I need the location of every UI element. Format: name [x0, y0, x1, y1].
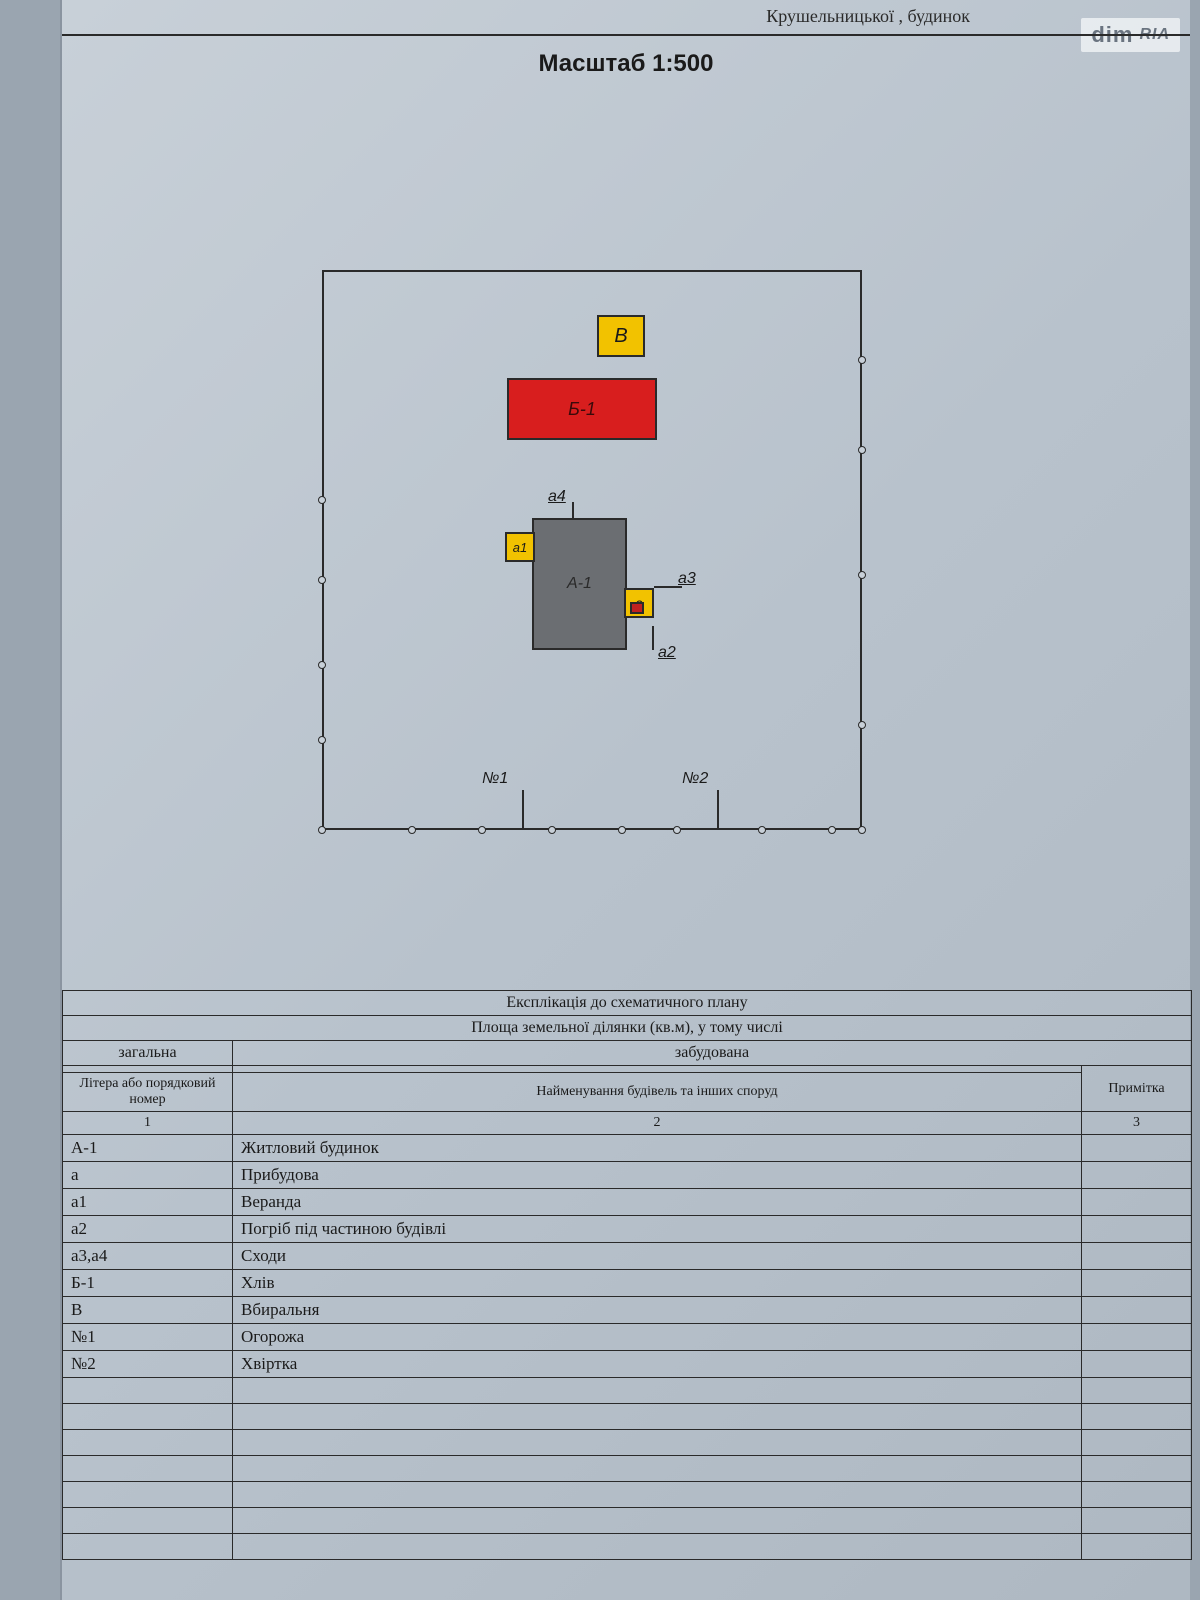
- table-row: А-1Житловий будинок: [63, 1135, 1192, 1162]
- legend-table: Експлікація до схематичного плану Площа …: [62, 990, 1192, 1560]
- table-row-empty: [63, 1430, 1192, 1456]
- cell-note: [1082, 1270, 1192, 1297]
- boundary-node: [858, 356, 866, 364]
- gate-label: №2: [682, 770, 708, 788]
- cell-name: Погріб під частиною будівлі: [233, 1216, 1082, 1243]
- cell-letter: Б-1: [63, 1270, 233, 1297]
- building-B: В: [597, 315, 645, 357]
- cell-letter: а: [63, 1162, 233, 1189]
- boundary-node: [548, 826, 556, 834]
- cell-name: Огорожа: [233, 1324, 1082, 1351]
- cell-name: Прибудова: [233, 1162, 1082, 1189]
- boundary-node: [478, 826, 486, 834]
- building-A1: А-1: [532, 518, 627, 650]
- cell-note: [1082, 1351, 1192, 1378]
- annot-label: а2: [658, 644, 676, 662]
- site-plan-diagram: ВБ-1А-1а1а а4а3а2№1№2: [322, 270, 862, 830]
- boundary-node: [318, 826, 326, 834]
- table-row-empty: [63, 1508, 1192, 1534]
- area-header: Площа земельної ділянки (кв.м), у тому ч…: [63, 1016, 1192, 1041]
- scale-title: Масштаб 1:500: [62, 50, 1190, 78]
- table-row: Б-1Хлів: [63, 1270, 1192, 1297]
- leader-line: [572, 502, 574, 520]
- cell-note: [1082, 1135, 1192, 1162]
- leader-line: [652, 626, 654, 650]
- building-a_inner: [630, 602, 644, 614]
- boundary-node: [318, 661, 326, 669]
- colnum-3: 3: [1082, 1112, 1192, 1135]
- table-row: а3,а4Сходи: [63, 1243, 1192, 1270]
- table-row: ВВбиральня: [63, 1297, 1192, 1324]
- boundary-node: [858, 446, 866, 454]
- header-strip: Крушельницької , будинок: [62, 0, 1190, 36]
- area-total-value: [63, 1066, 233, 1073]
- boundary-node: [828, 826, 836, 834]
- legend-table-wrap: Експлікація до схематичного плану Площа …: [62, 990, 1192, 1560]
- cell-note: [1082, 1243, 1192, 1270]
- colnum-2: 2: [233, 1112, 1082, 1135]
- boundary-node: [408, 826, 416, 834]
- colnum-1: 1: [63, 1112, 233, 1135]
- cell-name: Хлів: [233, 1270, 1082, 1297]
- table-row-empty: [63, 1404, 1192, 1430]
- boundary-node: [858, 721, 866, 729]
- cell-name: Вбиральня: [233, 1297, 1082, 1324]
- boundary-node: [318, 736, 326, 744]
- gate-label: №1: [482, 770, 508, 788]
- table-row-empty: [63, 1456, 1192, 1482]
- cell-name: Сходи: [233, 1243, 1082, 1270]
- cell-note: [1082, 1162, 1192, 1189]
- cell-name: Житловий будинок: [233, 1135, 1082, 1162]
- cell-letter: а1: [63, 1189, 233, 1216]
- table-title: Експлікація до схематичного плану: [63, 991, 1192, 1016]
- table-row-empty: [63, 1534, 1192, 1560]
- col-name-header: Найменування будівель та інших споруд: [233, 1073, 1082, 1112]
- boundary-node: [858, 826, 866, 834]
- boundary-node: [673, 826, 681, 834]
- area-built-value: [233, 1066, 1082, 1073]
- cell-note: [1082, 1324, 1192, 1351]
- document-page: dim RIA Крушельницької , будинок Масштаб…: [60, 0, 1190, 1600]
- table-row-empty: [63, 1378, 1192, 1404]
- annot-label: а4: [548, 488, 566, 506]
- header-partial-text: Крушельницької , будинок: [766, 6, 970, 27]
- table-row-empty: [63, 1482, 1192, 1508]
- col-letter-header: Літера або порядковий номер: [63, 1073, 233, 1112]
- cell-letter: В: [63, 1297, 233, 1324]
- table-row: а1Веранда: [63, 1189, 1192, 1216]
- cell-note: [1082, 1297, 1192, 1324]
- annot-label: а3: [678, 570, 696, 588]
- cell-letter: а3,а4: [63, 1243, 233, 1270]
- cell-letter: а2: [63, 1216, 233, 1243]
- boundary-node: [318, 576, 326, 584]
- building-B1: Б-1: [507, 378, 657, 440]
- cell-name: Хвіртка: [233, 1351, 1082, 1378]
- leader-line: [522, 790, 524, 830]
- boundary-node: [618, 826, 626, 834]
- cell-note: [1082, 1189, 1192, 1216]
- boundary-node: [758, 826, 766, 834]
- leader-line: [717, 790, 719, 830]
- boundary-node: [858, 571, 866, 579]
- cell-letter: №1: [63, 1324, 233, 1351]
- table-row: а2Погріб під частиною будівлі: [63, 1216, 1192, 1243]
- cell-letter: №2: [63, 1351, 233, 1378]
- table-row: №1Огорожа: [63, 1324, 1192, 1351]
- cell-name: Веранда: [233, 1189, 1082, 1216]
- table-row: аПрибудова: [63, 1162, 1192, 1189]
- cell-letter: А-1: [63, 1135, 233, 1162]
- building-a1s: а1: [505, 532, 535, 562]
- table-row: №2Хвіртка: [63, 1351, 1192, 1378]
- cell-note: [1082, 1216, 1192, 1243]
- area-total-header: загальна: [63, 1041, 233, 1066]
- area-built-header: забудована: [233, 1041, 1192, 1066]
- boundary-node: [318, 496, 326, 504]
- col-note-header: Примітка: [1082, 1066, 1192, 1112]
